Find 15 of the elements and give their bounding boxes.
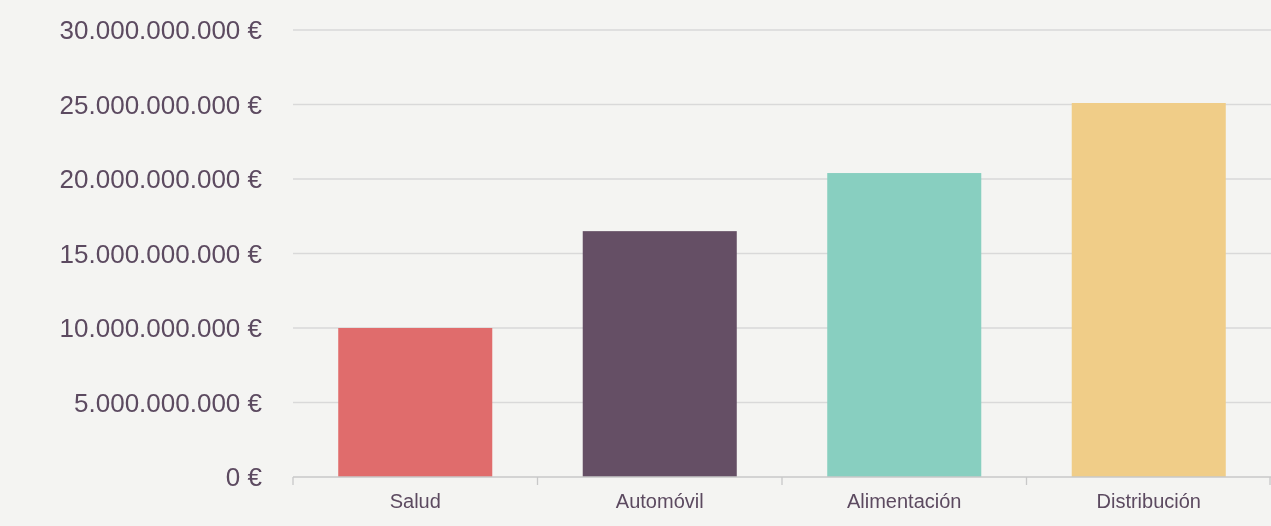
y-tick-label: 30.000.000.000 € (59, 15, 263, 45)
bar (827, 173, 982, 477)
y-tick-label: 5.000.000.000 € (74, 387, 263, 418)
x-tick-label: Distribución (1096, 490, 1201, 512)
x-tick-label: Salud (389, 490, 441, 512)
x-tick-label: Automóvil (615, 490, 704, 512)
x-tick-label: Alimentación (846, 490, 962, 512)
bar (1071, 103, 1226, 477)
y-tick-label: 20.000.000.000 € (59, 164, 263, 194)
y-tick-label: 10.000.000.000 € (59, 313, 263, 343)
bar (338, 328, 493, 477)
y-tick-label: 25.000.000.000 € (59, 89, 263, 120)
bar (582, 231, 737, 477)
y-tick-label: 0 € (225, 462, 263, 492)
y-tick-label: 15.000.000.000 € (59, 238, 263, 269)
